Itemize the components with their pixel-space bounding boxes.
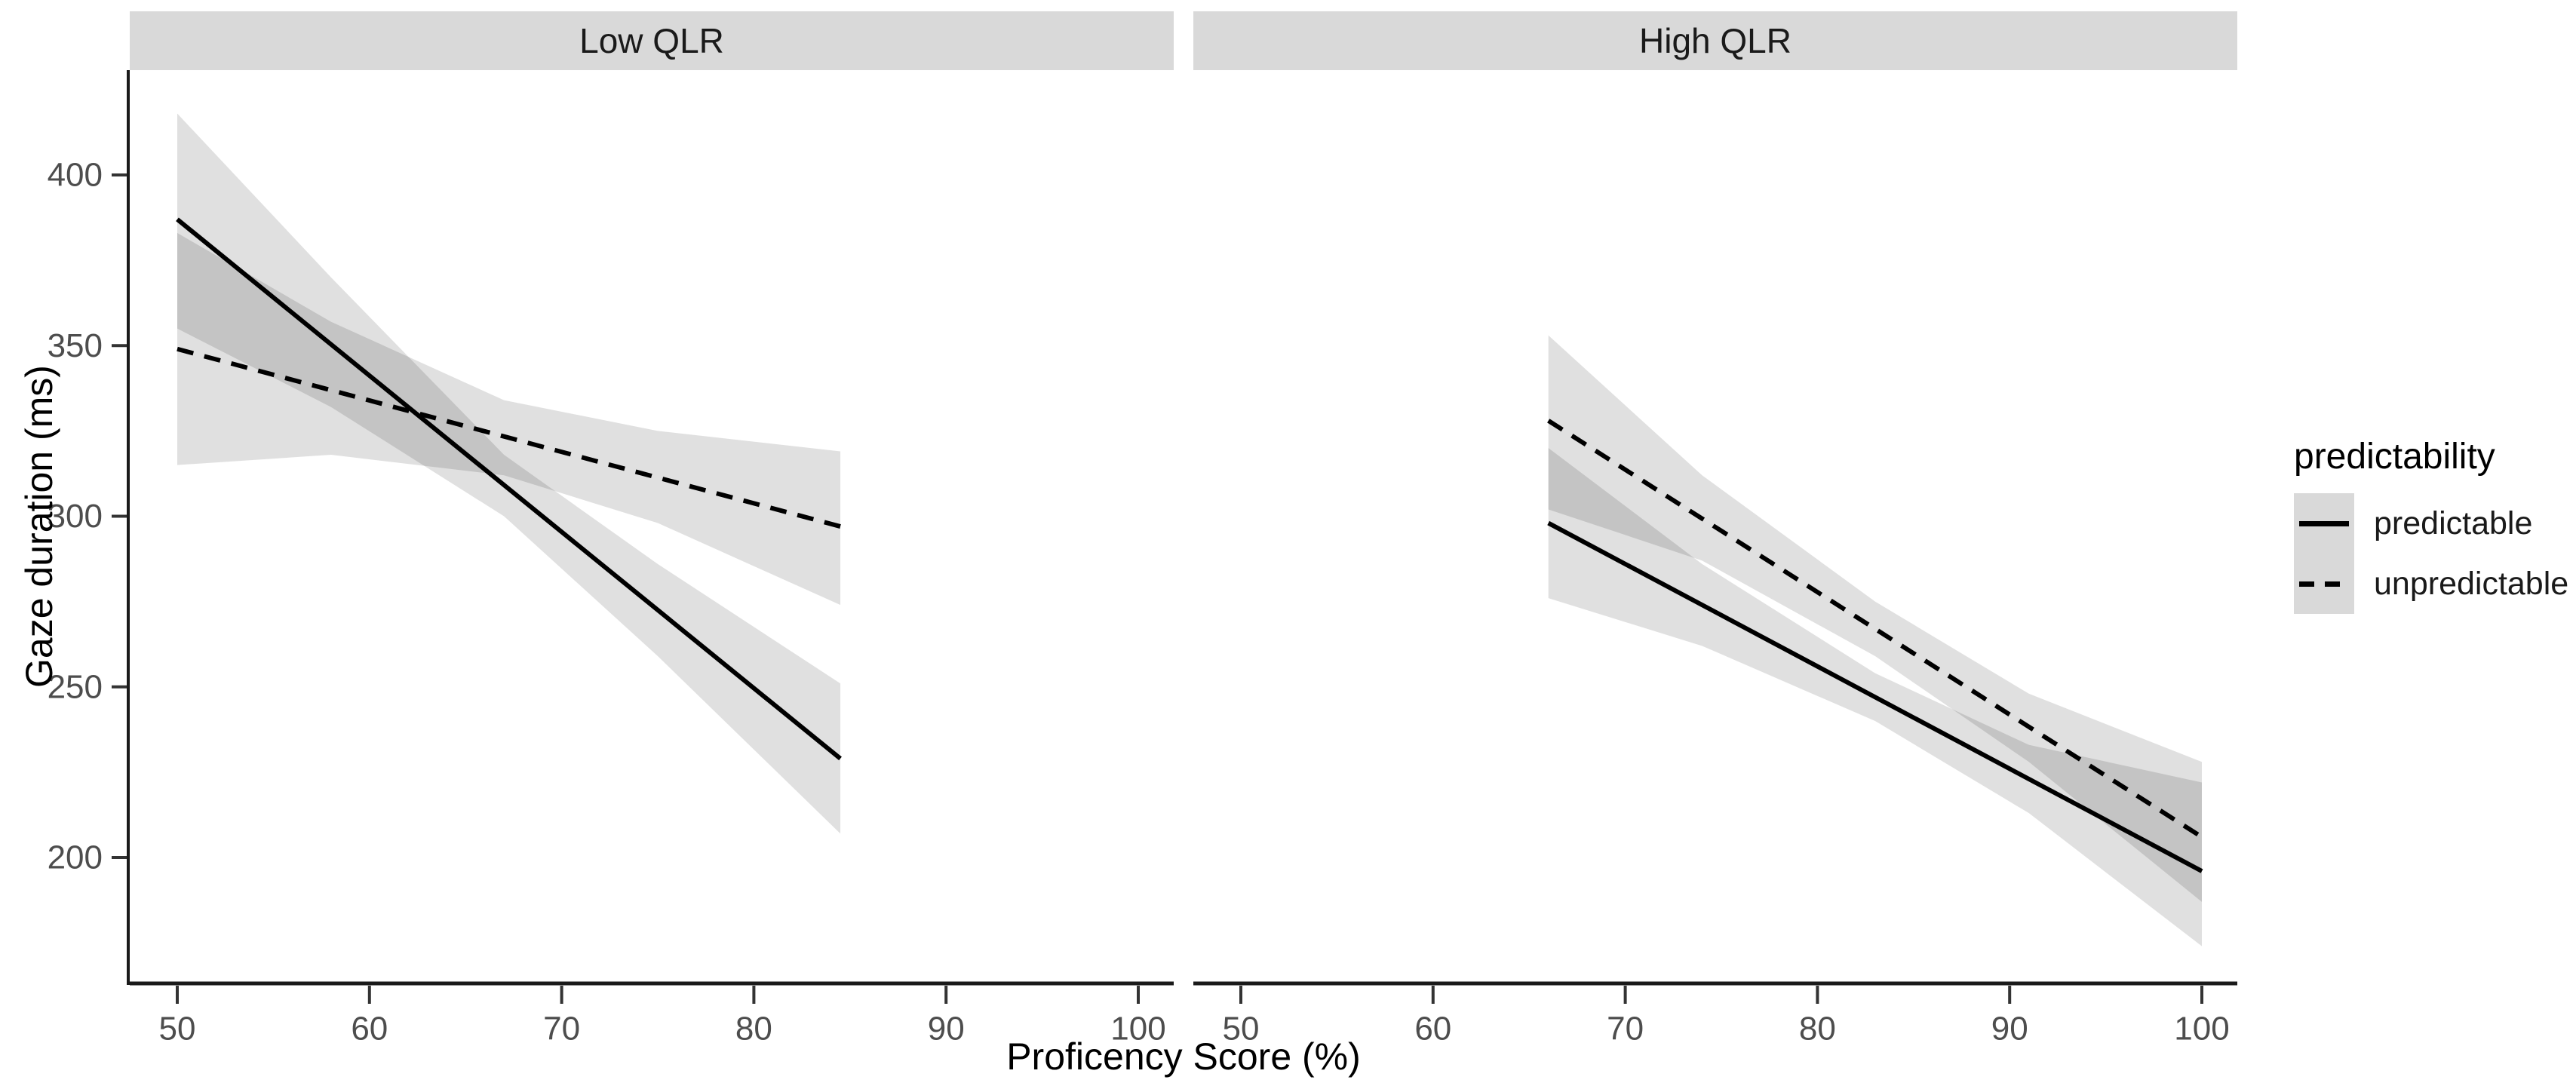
legend-entry-unpredictable: unpredictable — [2294, 554, 2568, 614]
series-line-unpredictable — [1547, 419, 2203, 839]
legend-entry-predictable: predictable — [2294, 493, 2568, 554]
legend-entry-label: unpredictable — [2374, 565, 2569, 602]
x-tick-label: 80 — [735, 1011, 772, 1048]
facet-strip-low-qlr: Low QLR — [130, 11, 1174, 70]
x-tick-label: 70 — [1607, 1011, 1644, 1048]
x-tick-label: 90 — [928, 1011, 965, 1048]
x-tick-label: 50 — [159, 1011, 196, 1048]
y-tick-label: 200 — [48, 839, 103, 876]
legend-entry-label: predictable — [2374, 505, 2533, 541]
facet-strip-label: Low QLR — [579, 21, 724, 60]
legend-title: predictability — [2294, 437, 2495, 477]
ci-ribbon-unpredictable — [1548, 335, 2202, 902]
x-tick-label: 90 — [1991, 1011, 2028, 1048]
ci-ribbon-predictable — [177, 113, 841, 834]
legend: predictability predictable unpredictable — [2294, 436, 2568, 614]
series-line-unpredictable — [177, 346, 841, 529]
x-tick-label: 100 — [2174, 1011, 2229, 1048]
x-tick-label: 70 — [543, 1011, 580, 1048]
x-tick-label: 60 — [1414, 1011, 1451, 1048]
series-line-predictable — [1547, 520, 2203, 873]
series-line-predictable — [176, 217, 842, 761]
x-tick-label: 60 — [351, 1011, 388, 1048]
facet-strip-label: High QLR — [1639, 21, 1792, 60]
legend-key-swatch — [2294, 554, 2354, 614]
y-tick-label: 250 — [48, 668, 103, 705]
ci-ribbon-unpredictable — [177, 232, 841, 606]
y-tick-label: 300 — [48, 498, 103, 535]
dashed-line-icon — [2299, 581, 2349, 587]
x-tick-label: 100 — [1110, 1011, 1165, 1048]
legend-keys: predictable unpredictable — [2294, 493, 2568, 614]
y-tick-label: 400 — [48, 157, 103, 194]
x-axis-title: Proficency Score (%) — [1006, 1035, 1361, 1078]
solid-line-icon — [2299, 520, 2349, 526]
y-tick-label: 350 — [48, 327, 103, 364]
x-tick-label: 80 — [1799, 1011, 1836, 1048]
x-tick-label: 50 — [1223, 1011, 1260, 1048]
facet-strip-high-qlr: High QLR — [1193, 11, 2237, 70]
y-axis-title: Gaze duration (ms) — [18, 365, 60, 688]
legend-key-swatch — [2294, 493, 2354, 554]
